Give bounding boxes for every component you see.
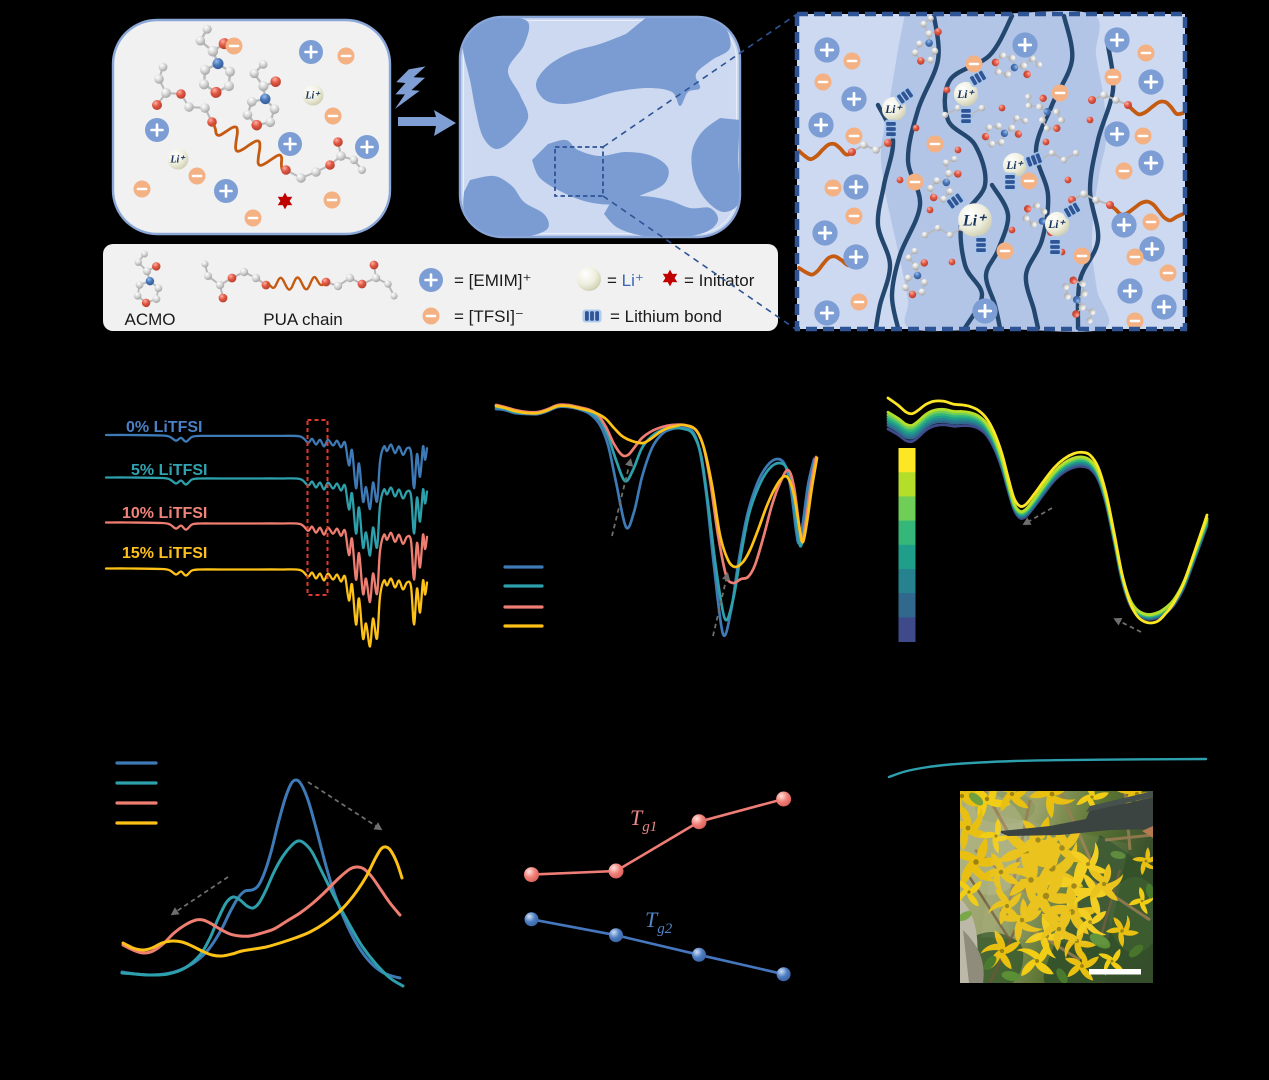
svg-text:= Lithium bond: = Lithium bond xyxy=(610,307,722,326)
svg-text:Tg1: Tg1 xyxy=(630,805,657,835)
svg-text:= [TFSI]⁻: = [TFSI]⁻ xyxy=(454,307,524,326)
svg-text:5% LiTFSI: 5% LiTFSI xyxy=(131,462,207,479)
svg-text:ACMO: ACMO xyxy=(125,310,176,329)
svg-text:0% LiTFSI: 0% LiTFSI xyxy=(126,419,202,436)
svg-text:PUA chain: PUA chain xyxy=(263,310,342,329)
svg-text:15% LiTFSI: 15% LiTFSI xyxy=(122,545,207,562)
svg-text:= Li⁺: = Li⁺ xyxy=(607,271,644,290)
svg-text:Tg2: Tg2 xyxy=(645,907,673,937)
svg-text:10% LiTFSI: 10% LiTFSI xyxy=(122,505,207,522)
svg-text:= Initiator: = Initiator xyxy=(684,271,755,290)
svg-text:= [EMIM]⁺: = [EMIM]⁺ xyxy=(454,271,531,290)
